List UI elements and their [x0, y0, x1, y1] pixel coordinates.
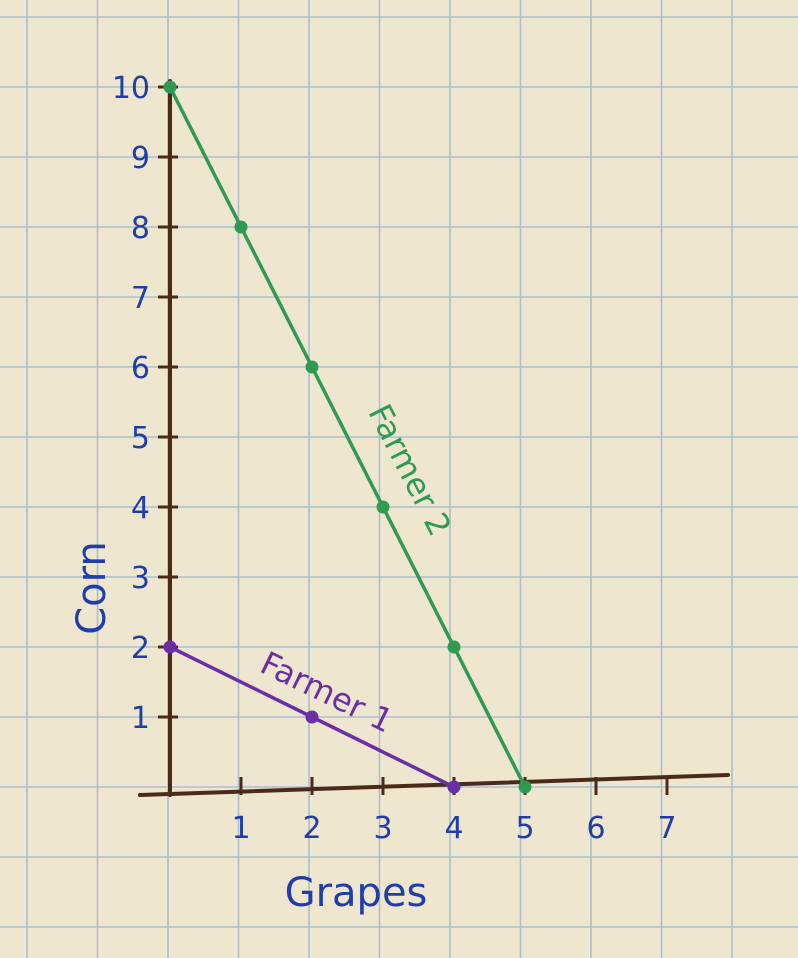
x-axis-title: Grapes — [285, 870, 428, 916]
y-tick-label: 5 — [131, 421, 150, 456]
data-point — [234, 220, 248, 234]
data-point — [163, 80, 177, 94]
y-tick-label: 6 — [131, 351, 150, 386]
data-point — [305, 360, 319, 374]
data-point — [518, 780, 532, 794]
data-point — [376, 500, 390, 514]
data-point — [163, 640, 177, 654]
x-tick-label: 5 — [515, 811, 534, 846]
x-tick-label: 4 — [444, 811, 463, 846]
x-tick-label: 6 — [586, 811, 605, 846]
series-layer — [163, 80, 532, 794]
y-tick-label: 4 — [131, 491, 150, 526]
y-axis-title: Corn — [69, 541, 115, 635]
data-point — [305, 710, 319, 724]
data-point — [447, 640, 461, 654]
y-tick-label: 2 — [131, 631, 150, 666]
y-tick-label: 8 — [131, 211, 150, 246]
y-tick-label: 3 — [131, 561, 150, 596]
y-tick-label: 7 — [131, 281, 150, 316]
x-tick-label: 1 — [231, 811, 250, 846]
x-tick-label: 2 — [302, 811, 321, 846]
y-tick-label: 9 — [131, 141, 150, 176]
y-tick-label: 1 — [131, 701, 150, 736]
x-tick-label: 3 — [373, 811, 392, 846]
y-tick-label: 10 — [112, 71, 150, 106]
x-axis-line — [138, 773, 730, 797]
tick-labels: 1 2 3 4 5 6 7 1 2 3 4 5 6 7 8 9 10 — [112, 71, 677, 846]
x-tick-label: 7 — [657, 811, 676, 846]
series-line-1 — [168, 86, 527, 788]
data-point — [447, 780, 461, 794]
